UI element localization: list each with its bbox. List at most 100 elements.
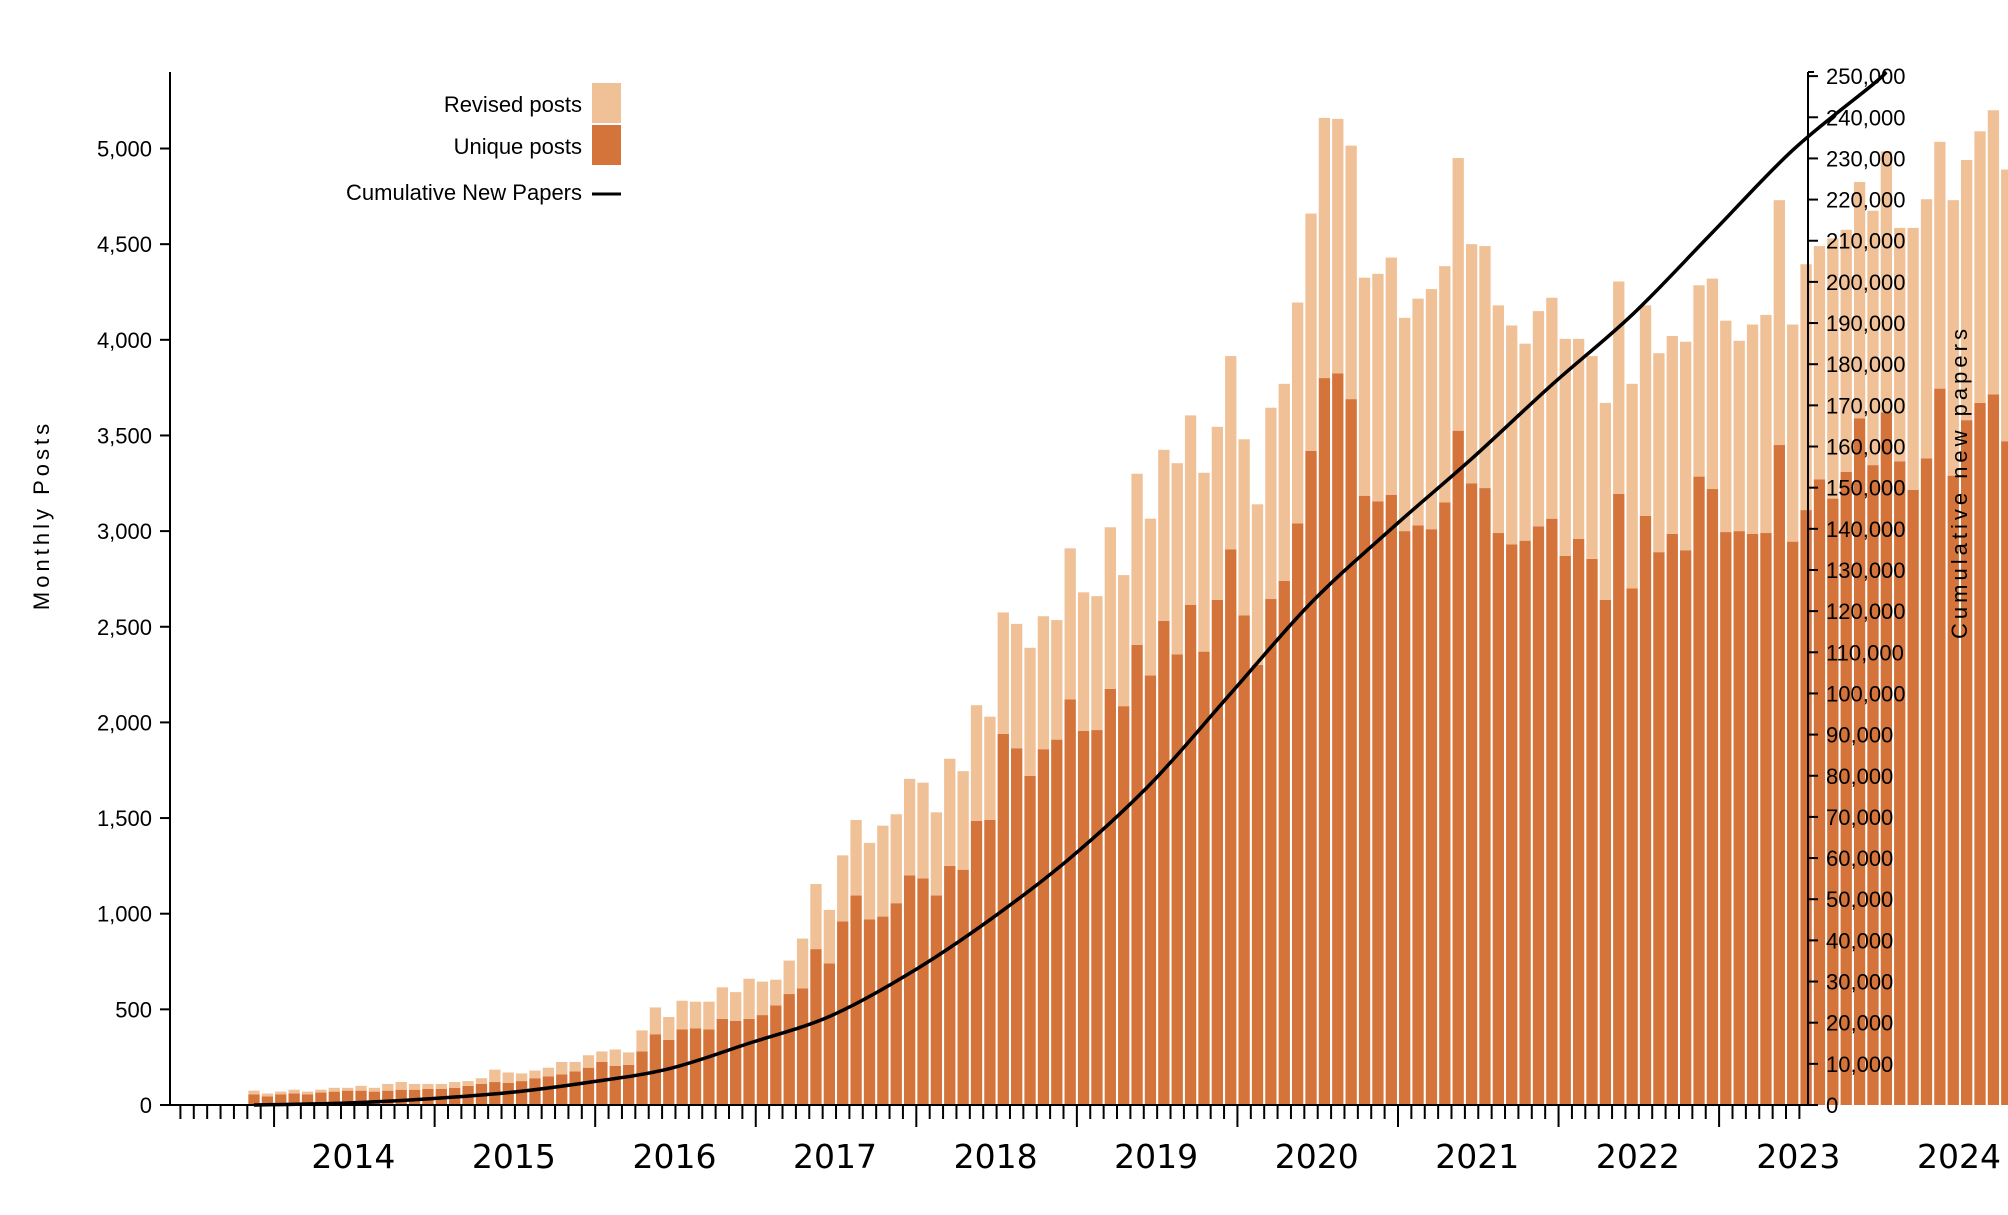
unique-bar — [1787, 541, 1799, 1105]
revised-bar — [1452, 158, 1464, 431]
y-tick-label: 1,500 — [97, 806, 152, 831]
revised-bar — [944, 758, 956, 866]
unique-bar — [1773, 445, 1785, 1105]
unique-bar — [636, 1051, 648, 1105]
revised-bar — [1532, 311, 1545, 527]
revised-bar — [1546, 297, 1558, 519]
unique-bar — [649, 1034, 662, 1105]
revised-bar — [1626, 383, 1638, 589]
revised-bar — [1024, 647, 1036, 776]
revised-bar — [1265, 407, 1277, 600]
x-year-label: 2015 — [472, 1137, 556, 1176]
revised-bar — [890, 814, 902, 904]
unique-bar — [1960, 420, 1973, 1105]
revised-bar — [1960, 159, 1973, 421]
unique-bar — [877, 916, 889, 1105]
unique-bar — [1506, 544, 1518, 1105]
revised-bar — [1037, 616, 1050, 750]
unique-bar — [1693, 476, 1705, 1105]
unique-bar — [1399, 531, 1411, 1105]
unique-bar — [1037, 749, 1050, 1105]
bars-layer — [248, 110, 2008, 1106]
unique-bar — [689, 1028, 702, 1105]
y-tick-label: 500 — [115, 997, 152, 1022]
unique-bar — [1439, 502, 1451, 1106]
revised-bar — [1479, 246, 1491, 489]
unique-bar — [1225, 549, 1237, 1105]
y2-tick-label: 200,000 — [1826, 270, 1906, 295]
unique-bar — [1907, 489, 1919, 1105]
revised-bar — [1680, 341, 1692, 551]
revised-bar — [823, 909, 835, 964]
revised-bar — [1077, 592, 1090, 732]
revised-bar — [1211, 426, 1224, 600]
unique-bar — [1104, 688, 1116, 1105]
legend-layer: Revised posts Unique posts Cumulative New … — [346, 83, 621, 205]
revised-bar — [1894, 227, 1906, 462]
revised-bar — [275, 1091, 287, 1095]
unique-bar — [1559, 555, 1571, 1105]
y2-tick-label: 220,000 — [1826, 188, 1906, 213]
unique-bar — [556, 1074, 568, 1105]
revised-bar — [1706, 278, 1719, 490]
y2-tick-label: 190,000 — [1826, 311, 1906, 336]
revised-bar — [1425, 289, 1438, 530]
y2-tick-label: 230,000 — [1826, 146, 1906, 171]
revised-bar — [502, 1072, 514, 1084]
revised-bar — [930, 812, 943, 896]
revised-bar — [248, 1090, 260, 1095]
unique-bar — [1920, 458, 1933, 1105]
revised-bar — [315, 1089, 327, 1093]
unique-bar — [1198, 651, 1210, 1105]
revised-bar — [1827, 238, 1839, 499]
unique-bar — [1666, 533, 1678, 1105]
unique-bar — [837, 921, 849, 1105]
unique-bar — [288, 1093, 300, 1105]
unique-bar — [542, 1076, 555, 1105]
unique-bar — [1853, 418, 1866, 1105]
y2-tick-label: 90,000 — [1826, 723, 1893, 748]
revised-bar — [288, 1089, 300, 1094]
unique-bar — [1425, 529, 1438, 1105]
unique-bar — [1064, 699, 1076, 1105]
unique-bar — [783, 994, 795, 1105]
unique-bar — [395, 1089, 407, 1105]
unique-bar — [1291, 523, 1304, 1105]
unique-bar — [1894, 461, 1906, 1105]
unique-bar — [301, 1094, 314, 1105]
revised-bar — [1613, 281, 1625, 494]
y2-tick-label: 30,000 — [1826, 970, 1893, 995]
revised-bar — [1492, 305, 1504, 534]
unique-bar — [515, 1081, 528, 1105]
revised-bar — [1586, 356, 1598, 559]
unique-bar — [810, 949, 822, 1105]
revised-bar — [1291, 302, 1304, 524]
unique-bar — [1706, 489, 1719, 1105]
unique-bar — [1118, 706, 1130, 1105]
unique-bar — [1760, 533, 1772, 1105]
revised-bar — [1238, 439, 1250, 616]
revised-bar — [863, 842, 876, 920]
y-tick-label: 2,500 — [97, 615, 152, 640]
revised-bar — [529, 1070, 541, 1079]
revised-bar — [261, 1093, 274, 1097]
revised-bar — [582, 1055, 595, 1068]
revised-bar — [1345, 145, 1357, 400]
revised-bar — [1787, 324, 1799, 542]
y2-tick-label: 20,000 — [1826, 1011, 1893, 1036]
revised-bar — [569, 1061, 581, 1072]
revised-bar — [1131, 473, 1143, 645]
y2-tick-label: 0 — [1826, 1093, 1838, 1118]
unique-bar — [1318, 378, 1331, 1105]
y2-tick-label: 10,000 — [1826, 1052, 1893, 1077]
unique-bar — [1184, 604, 1197, 1105]
revised-bar — [515, 1073, 528, 1082]
unique-bar — [1332, 373, 1344, 1106]
revised-bar — [1974, 131, 1986, 403]
y-tick-label: 2,000 — [97, 710, 152, 735]
unique-bar — [730, 1020, 742, 1105]
revised-bar — [957, 771, 969, 870]
y-tick-label: 1,000 — [97, 902, 152, 927]
revised-bar — [970, 705, 983, 821]
revised-bar — [1572, 338, 1585, 539]
